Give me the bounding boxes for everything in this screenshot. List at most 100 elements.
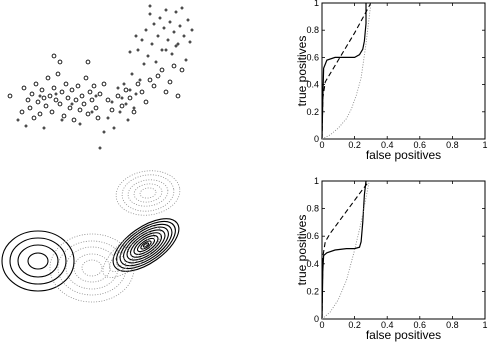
- scatter-point-circle: [41, 95, 47, 101]
- scatter-point-circle: [43, 103, 49, 109]
- scatter-point-plus: [124, 102, 128, 106]
- scatter-point-circle: [175, 93, 181, 99]
- scatter-point-circle: [85, 59, 91, 65]
- x-axis-title: false positives: [366, 148, 441, 162]
- scatter-point-circle: [35, 99, 41, 105]
- scatter-point-circle: [73, 97, 79, 103]
- scatter-point-plus: [150, 42, 154, 46]
- scatter-point-plus: [126, 118, 130, 122]
- contour-ring: [102, 226, 162, 278]
- contour-ring: [65, 246, 119, 290]
- roc-curve-solid: [321, 3, 367, 140]
- scatter-point-circle: [69, 87, 75, 93]
- contour-ring: [140, 240, 152, 250]
- contour-ring: [121, 174, 175, 212]
- roc-plot-top: 0 0.2 0.4 0.6 0.8 1 0 0.2 0.4 0.6 0.8 1 false positi…: [295, 0, 488, 162]
- scatter-point-circle: [105, 97, 111, 103]
- contour-ring: [136, 237, 156, 253]
- contour-ring: [57, 240, 127, 296]
- y-tick-label: 0.6: [306, 231, 319, 241]
- axes-frame: [321, 2, 486, 140]
- scatter-point-circle: [101, 81, 107, 87]
- scatter-point-circle: [21, 85, 27, 91]
- contour-dotted-component: [102, 226, 162, 278]
- scatter-point-plus: [176, 42, 180, 46]
- contour-ring: [133, 183, 163, 203]
- scatter-point-circle: [171, 63, 177, 69]
- scatter-point-circle: [7, 93, 13, 99]
- scatter-point-circle: [27, 105, 33, 111]
- scatter-point-plus: [152, 22, 156, 26]
- axes-frame: [321, 180, 486, 320]
- scatter-point-circle: [115, 93, 121, 99]
- scatter-point-plus: [98, 146, 102, 150]
- scatter-point-circle: [151, 83, 157, 89]
- scatter-point-plus: [118, 110, 122, 114]
- scatter-point-plus: [138, 78, 142, 82]
- y-axis-title: true positives: [295, 215, 309, 286]
- contour-ring: [116, 220, 176, 270]
- contour-ring: [126, 229, 166, 261]
- x-tick-label: 0.8: [446, 140, 459, 150]
- y-axis-title: true positives: [295, 36, 309, 107]
- scatter-point-plus: [132, 106, 136, 110]
- scatter-point-plus: [182, 34, 186, 38]
- scatter-point-circle: [81, 101, 87, 107]
- contour-ring: [109, 232, 155, 272]
- scatter-point-plus: [178, 24, 182, 28]
- scatter-point-plus: [54, 92, 58, 96]
- scatter-point-circle: [163, 89, 169, 95]
- scatter-point-circle: [19, 109, 25, 115]
- scatter-point-plus: [134, 34, 138, 38]
- contour-ring: [112, 218, 180, 272]
- scatter-point-circle: [37, 111, 43, 117]
- scatter-point-plus: [70, 102, 74, 106]
- x-tick-label: 0.4: [381, 320, 394, 330]
- y-tick-label: 0: [314, 314, 319, 324]
- scatter-point-circle: [47, 93, 53, 99]
- scatter-point-plus: [180, 6, 184, 10]
- scatter-point-plus: [144, 28, 148, 32]
- scatter-point-circle: [159, 67, 165, 73]
- scatter-point-circle: [39, 87, 45, 93]
- contour-ring: [142, 242, 150, 248]
- scatter-point-circle: [29, 91, 35, 97]
- scatter-point-plus: [154, 60, 158, 64]
- y-tick-label: 1: [314, 0, 319, 8]
- x-tick-label: 0.2: [348, 140, 361, 150]
- x-tick-label: 1: [482, 320, 487, 330]
- x-tick-label: 0.4: [381, 140, 394, 150]
- scatter-point-circle: [57, 101, 63, 107]
- scatter-point-plus: [146, 54, 150, 58]
- scatter-point-plus: [158, 16, 162, 20]
- contour-ring: [9, 237, 67, 285]
- scatter-point-plus: [174, 10, 178, 14]
- scatter-point-plus: [24, 124, 28, 128]
- scatter-point-circle: [93, 105, 99, 111]
- scatter-point-circle: [51, 85, 57, 91]
- scatter-point-circle: [147, 77, 153, 83]
- scatter-point-plus: [122, 82, 126, 86]
- x-tick-label: 1: [482, 140, 487, 150]
- scatter-point-circle: [61, 113, 67, 119]
- scatter-point-circle: [53, 97, 59, 103]
- contour-ring: [49, 233, 135, 303]
- scatter-point-circle: [65, 95, 71, 101]
- scatter-point-plus: [160, 48, 164, 52]
- scatter-point-plus: [172, 30, 176, 34]
- scatter-point-plus: [128, 50, 132, 54]
- scatter-plot: [7, 4, 194, 150]
- scatter-point-plus: [142, 62, 146, 66]
- scatter-point-circle: [179, 67, 185, 73]
- scatter-point-plus: [116, 86, 120, 90]
- scatter-point-plus: [140, 38, 144, 42]
- contour-ring: [27, 252, 49, 270]
- scatter-point-plus: [120, 96, 124, 100]
- contour-ring: [73, 253, 111, 283]
- scatter-point-circle: [127, 95, 133, 101]
- scatter-point-circle: [167, 79, 173, 85]
- scatter-point-circle: [79, 93, 85, 99]
- scatter-point-circle: [109, 107, 115, 113]
- scatter-point-plus: [186, 18, 190, 22]
